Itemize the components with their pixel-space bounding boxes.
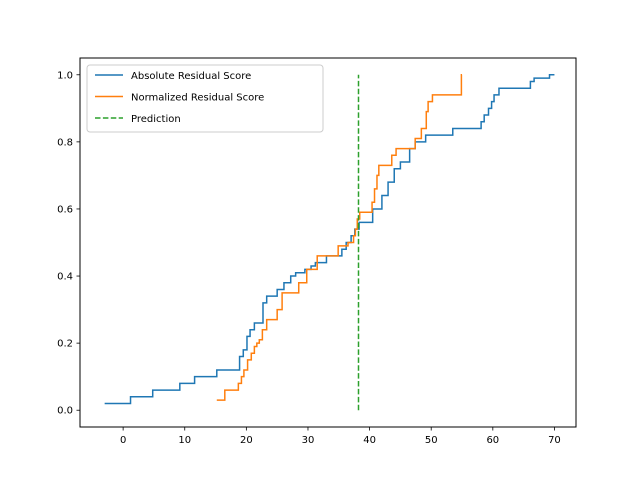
y-tick-label: 0.2 xyxy=(57,339,73,350)
x-tick-label: 30 xyxy=(302,435,315,446)
axis-ticks: 0 10 20 30 40 50 60 70 0.0 0.2 0.4 0.6 0.8 1.0 xyxy=(57,70,561,446)
y-tick-label: 1.0 xyxy=(57,70,73,81)
legend-box xyxy=(86,64,324,133)
x-tick-label: 40 xyxy=(363,435,376,446)
series-line-normalized-residual-score xyxy=(216,74,463,401)
legend: Absolute Residual Score Normalized Residu… xyxy=(86,64,324,133)
x-tick-label: 70 xyxy=(548,435,561,446)
y-tick-label: 0.4 xyxy=(57,272,73,283)
x-tick-label: 50 xyxy=(425,435,438,446)
y-tick-label: 0.8 xyxy=(57,137,73,148)
x-tick-label: 20 xyxy=(240,435,253,446)
y-tick-label: 0.6 xyxy=(57,204,73,215)
axes-frame xyxy=(79,57,577,428)
legend-label-prediction: Prediction xyxy=(131,114,181,125)
x-tick-label: 0 xyxy=(120,435,126,446)
plot-area xyxy=(104,74,555,411)
x-tick-label: 60 xyxy=(486,435,499,446)
legend-label-absolute-residual-score: Absolute Residual Score xyxy=(131,71,251,82)
legend-label-normalized-residual-score: Normalized Residual Score xyxy=(131,93,264,104)
y-tick-label: 0.0 xyxy=(57,406,73,417)
x-tick-label: 10 xyxy=(178,435,191,446)
